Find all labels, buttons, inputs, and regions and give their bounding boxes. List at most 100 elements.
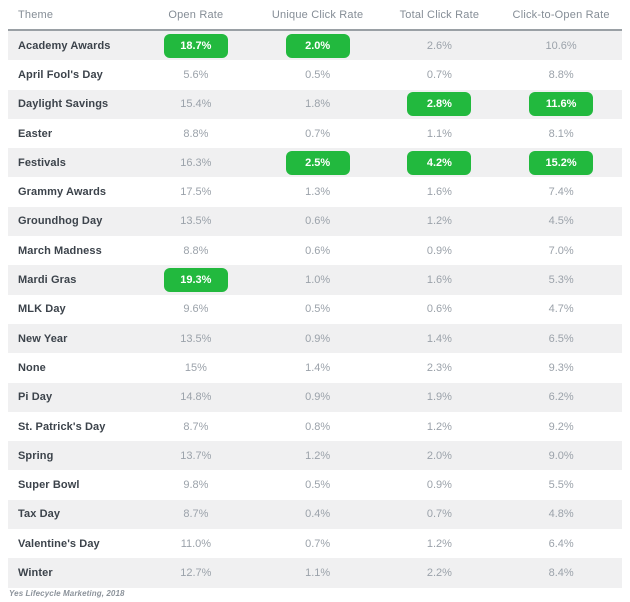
metric-cell: 0.5% (305, 479, 331, 492)
metric-cell: 8.8% (183, 244, 209, 257)
table-row: Valentine's Day 11.0% 0.7% 1.2% 6.4% (8, 529, 622, 558)
metric-cell: 8.7% (183, 508, 209, 521)
metric-cell: 1.0% (305, 274, 331, 287)
metric-cell: 2.2% (426, 566, 452, 579)
table-row: Tax Day 8.7% 0.4% 0.7% 4.8% (8, 499, 622, 530)
theme-cell: Daylight Savings (18, 98, 109, 111)
metric-cell: 2.6% (426, 39, 452, 52)
metric-cell: 0.7% (305, 127, 331, 140)
table-row: Winter 12.7% 1.1% 2.2% 8.4% (8, 558, 622, 588)
metric-cell: 1.6% (426, 186, 452, 199)
column-header-total-click-rate: Total Click Rate (399, 8, 480, 21)
metric-cell: 0.7% (426, 68, 452, 81)
metric-cell: 1.2% (426, 420, 452, 433)
metric-cell: 0.7% (305, 537, 331, 550)
metric-cell: 9.2% (548, 420, 574, 433)
metric-cell: 1.3% (305, 186, 331, 199)
metric-cell: 0.6% (305, 215, 331, 228)
metric-cell: 8.1% (548, 127, 574, 140)
metric-cell: 0.9% (426, 244, 452, 257)
table-row: Spring 13.7% 1.2% 2.0% 9.0% (8, 441, 622, 471)
metric-cell: 7.0% (548, 244, 574, 257)
metric-cell: 12.7% (180, 566, 212, 579)
metric-cell: 1.1% (426, 127, 452, 140)
highlight-badge: 19.3% (163, 268, 228, 293)
metrics-table: Theme Open Rate Unique Click Rate Total … (8, 0, 622, 588)
metric-cell: 1.2% (426, 537, 452, 550)
theme-cell: Pi Day (18, 391, 53, 404)
metric-cell: 0.5% (305, 68, 331, 81)
highlight-badge: 15.2% (529, 150, 594, 175)
metric-cell: 1.1% (305, 566, 331, 579)
highlight-badge: 18.7% (163, 33, 228, 58)
metric-cell: 6.2% (548, 391, 574, 404)
metric-cell: 5.3% (548, 274, 574, 287)
metric-cell: 5.5% (548, 479, 574, 492)
theme-cell: April Fool's Day (18, 68, 103, 81)
metric-cell: 13.5% (180, 332, 212, 345)
metric-cell: 0.4% (305, 508, 331, 521)
metric-cell: 6.5% (548, 332, 574, 345)
table-row: Easter 8.8% 0.7% 1.1% 8.1% (8, 119, 622, 148)
theme-cell: Groundhog Day (18, 215, 103, 228)
metric-cell: 19.3% (135, 268, 257, 293)
table-row: Academy Awards 18.7% 2.0% 2.6% 10.6% (8, 31, 622, 61)
metric-cell: 4.2% (379, 150, 501, 175)
metric-cell: 13.7% (180, 449, 212, 462)
theme-cell: Super Bowl (18, 479, 80, 492)
metric-cell: 4.7% (548, 303, 574, 316)
theme-cell: Tax Day (18, 508, 61, 521)
metric-cell: 1.4% (426, 332, 452, 345)
metric-cell: 17.5% (180, 186, 212, 199)
metric-cell: 0.9% (426, 479, 452, 492)
theme-cell: Spring (18, 449, 54, 462)
highlight-badge: 11.6% (529, 92, 594, 117)
metric-cell: 0.7% (426, 508, 452, 521)
metric-cell: 1.6% (426, 274, 452, 287)
metric-cell: 15.4% (180, 98, 212, 111)
metric-cell: 6.4% (548, 537, 574, 550)
metric-cell: 9.6% (183, 303, 209, 316)
theme-cell: March Madness (18, 244, 102, 257)
metric-cell: 10.6% (545, 39, 577, 52)
metric-cell: 8.7% (183, 420, 209, 433)
metric-cell: 0.8% (305, 420, 331, 433)
highlight-badge: 2.5% (285, 150, 350, 175)
metric-cell: 2.3% (426, 361, 452, 374)
metric-cell: 2.8% (379, 92, 501, 117)
theme-cell: New Year (18, 332, 68, 345)
highlight-badge: 2.0% (285, 33, 350, 58)
column-header-theme: Theme (18, 8, 54, 21)
metric-cell: 0.9% (305, 391, 331, 404)
highlight-badge: 4.2% (407, 150, 472, 175)
table-header: Theme Open Rate Unique Click Rate Total … (8, 0, 622, 31)
metric-cell: 18.7% (135, 33, 257, 58)
theme-cell: None (18, 361, 46, 374)
metric-cell: 0.6% (305, 244, 331, 257)
metric-cell: 11.6% (500, 92, 622, 117)
source-credit: Yes Lifecycle Marketing, 2018 (9, 588, 125, 598)
metric-cell: 8.8% (548, 68, 574, 81)
table-row: April Fool's Day 5.6% 0.5% 0.7% 8.8% (8, 60, 622, 89)
highlight-badge: 2.8% (407, 92, 472, 117)
table-row: MLK Day 9.6% 0.5% 0.6% 4.7% (8, 295, 622, 324)
metric-cell: 1.2% (426, 215, 452, 228)
metric-cell: 9.0% (548, 449, 574, 462)
metric-cell: 5.6% (183, 68, 209, 81)
metric-cell: 8.8% (183, 127, 209, 140)
metric-cell: 11.0% (180, 537, 212, 550)
table-row: Festivals 16.3% 2.5% 4.2% 15.2% (8, 148, 622, 178)
metric-cell: 1.2% (305, 449, 331, 462)
metric-cell: 16.3% (180, 156, 212, 169)
table-row: Pi Day 14.8% 0.9% 1.9% 6.2% (8, 382, 622, 412)
metric-cell: 14.8% (180, 391, 212, 404)
metric-cell: 4.8% (548, 508, 574, 521)
metric-cell: 0.9% (305, 332, 331, 345)
theme-cell: Academy Awards (18, 39, 111, 52)
theme-cell: Valentine's Day (18, 537, 100, 550)
metric-cell: 0.5% (305, 303, 331, 316)
metric-cell: 13.5% (180, 215, 212, 228)
metric-cell: 2.0% (257, 33, 379, 58)
table-body: Academy Awards 18.7% 2.0% 2.6% 10.6% April Fo… (8, 31, 622, 588)
metric-cell: 0.6% (426, 303, 452, 316)
